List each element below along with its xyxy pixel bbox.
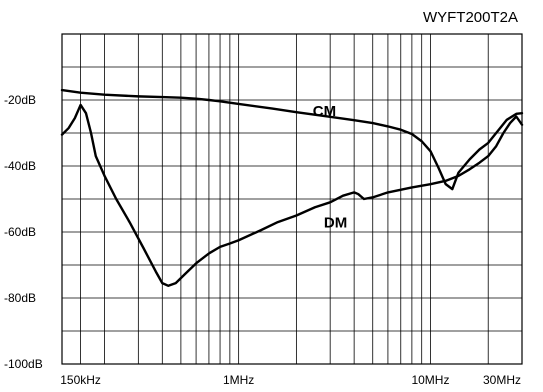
x-tick-label: 150kHz — [60, 373, 101, 387]
chart-title: WYFT200T2A — [423, 9, 518, 26]
y-tick-label: -100dB — [4, 357, 43, 371]
x-tick-label: 10MHz — [411, 373, 449, 387]
y-tick-label: -60dB — [4, 225, 36, 239]
y-tick-label: -20dB — [4, 93, 36, 107]
x-axis-tick-labels: 150kHz 1MHz 10MHz 30MHz — [60, 373, 521, 387]
series-dm-label: DM — [324, 215, 347, 232]
series-cm-line — [60, 88, 524, 191]
x-tick-label: 30MHz — [483, 373, 521, 387]
series-dm-line — [60, 103, 524, 287]
grid — [62, 34, 523, 364]
y-tick-label: -40dB — [4, 159, 36, 173]
x-tick-label: 1MHz — [223, 373, 254, 387]
y-axis-tick-labels: -20dB -40dB -60dB -80dB -100dB — [4, 93, 43, 371]
series-cm-label: CM — [313, 103, 336, 120]
y-tick-label: -80dB — [4, 291, 36, 305]
series-layer: CM DM — [60, 88, 524, 287]
plot-frame — [61, 33, 523, 365]
